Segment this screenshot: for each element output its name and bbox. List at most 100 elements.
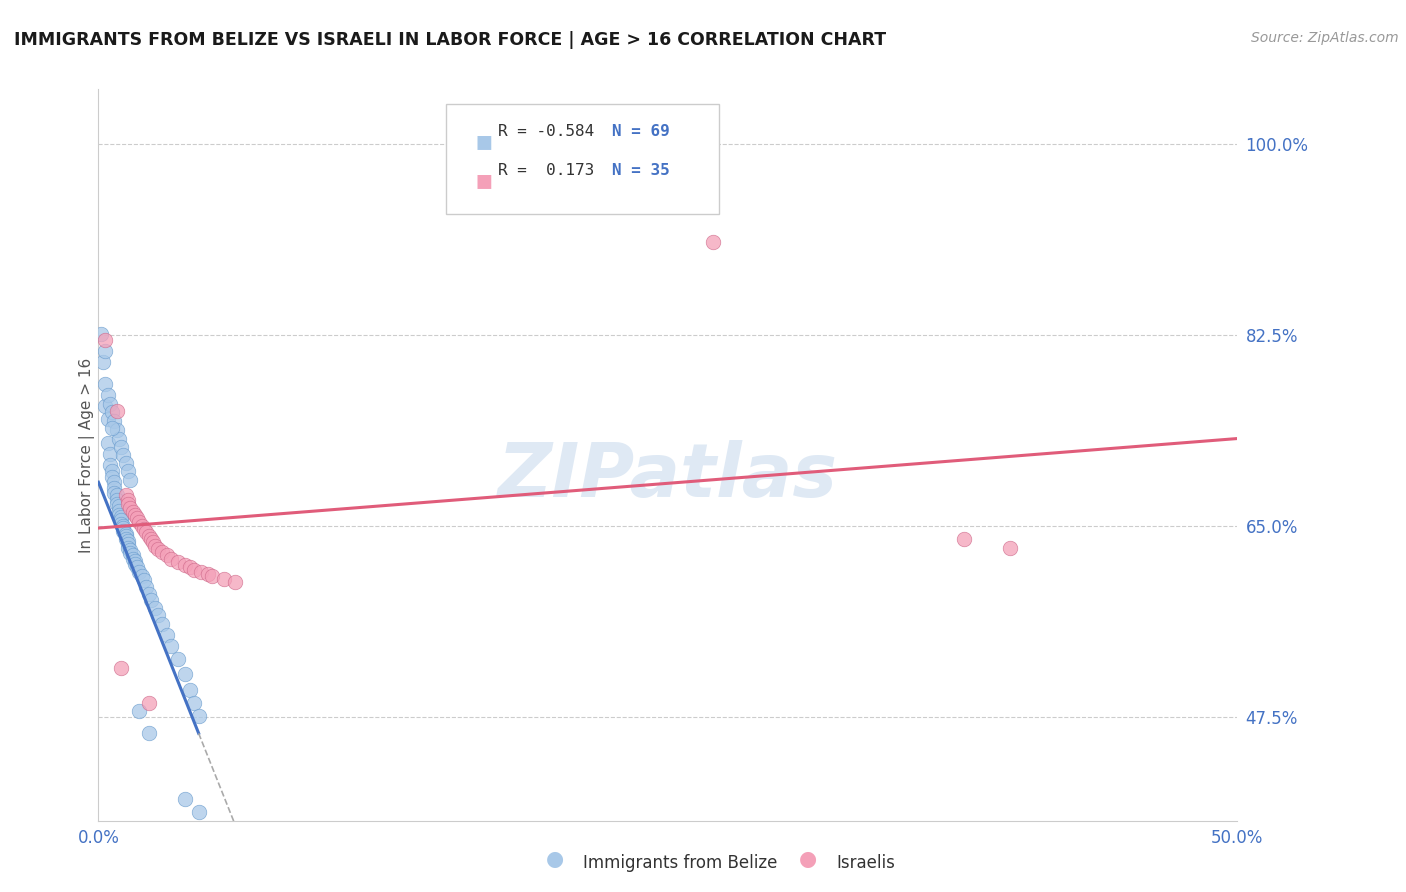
Point xyxy=(105,497,128,511)
Point xyxy=(128,515,150,529)
Point xyxy=(128,705,150,719)
Point xyxy=(98,458,121,472)
Point xyxy=(117,534,139,549)
Point xyxy=(96,388,118,402)
Point xyxy=(94,333,117,347)
Point xyxy=(702,235,724,249)
Point xyxy=(114,526,136,541)
Point xyxy=(156,549,179,563)
Point xyxy=(110,440,132,454)
Point xyxy=(110,510,132,524)
Text: R = -0.584: R = -0.584 xyxy=(498,124,595,139)
Point xyxy=(98,396,121,410)
Point xyxy=(110,516,132,531)
Point xyxy=(103,486,125,500)
Point xyxy=(94,399,117,413)
Text: R =  0.173: R = 0.173 xyxy=(498,163,595,178)
Point xyxy=(156,628,179,642)
Point xyxy=(187,709,209,723)
Text: ●: ● xyxy=(800,849,817,869)
Y-axis label: In Labor Force | Age > 16: In Labor Force | Age > 16 xyxy=(79,358,96,552)
Point xyxy=(953,532,976,546)
Text: Israelis: Israelis xyxy=(837,855,896,872)
Point xyxy=(142,535,165,549)
Point xyxy=(120,546,142,560)
Point xyxy=(108,432,131,446)
Point xyxy=(128,565,150,579)
Point xyxy=(139,532,162,546)
Point xyxy=(114,456,136,470)
Point xyxy=(160,639,183,653)
Point xyxy=(114,532,136,546)
Point xyxy=(167,652,190,666)
Point xyxy=(146,541,169,556)
Point xyxy=(103,475,125,490)
Point xyxy=(94,344,117,359)
Point xyxy=(197,566,219,581)
Point xyxy=(120,501,142,516)
Point xyxy=(174,667,197,681)
Point xyxy=(132,522,155,536)
Point xyxy=(187,805,209,819)
Point xyxy=(90,326,112,341)
Point xyxy=(110,513,132,527)
Point xyxy=(117,497,139,511)
Point xyxy=(105,492,128,507)
Point xyxy=(150,617,173,632)
Text: N = 69: N = 69 xyxy=(612,124,669,139)
Point xyxy=(103,481,125,495)
Point xyxy=(117,537,139,551)
Point xyxy=(139,593,162,607)
Point xyxy=(114,488,136,502)
Point xyxy=(94,376,117,391)
Point xyxy=(121,549,143,563)
Text: ▪: ▪ xyxy=(474,128,494,155)
Point xyxy=(183,563,205,577)
Point xyxy=(179,682,201,697)
Point xyxy=(998,541,1021,555)
Point xyxy=(117,541,139,555)
FancyBboxPatch shape xyxy=(446,103,718,213)
Point xyxy=(146,608,169,623)
Point xyxy=(138,696,160,710)
Text: Immigrants from Belize: Immigrants from Belize xyxy=(583,855,778,872)
Point xyxy=(108,503,131,517)
Point xyxy=(145,600,167,615)
Point xyxy=(179,560,201,574)
Point xyxy=(96,436,118,450)
Point xyxy=(138,726,160,740)
Text: ZIPatlas: ZIPatlas xyxy=(498,441,838,514)
Point xyxy=(105,423,128,437)
Point xyxy=(224,574,246,589)
Point xyxy=(112,524,135,539)
Point xyxy=(127,511,149,525)
Point xyxy=(117,492,139,507)
Point xyxy=(124,554,146,568)
Point xyxy=(138,586,160,600)
Text: N = 35: N = 35 xyxy=(612,163,669,178)
Point xyxy=(114,529,136,543)
Point xyxy=(120,542,142,557)
Point xyxy=(160,551,183,566)
Point xyxy=(135,525,157,540)
Point xyxy=(150,545,173,559)
Point xyxy=(190,565,212,579)
Point xyxy=(131,519,153,533)
Point xyxy=(135,580,157,594)
Point xyxy=(124,557,146,571)
Point xyxy=(131,569,153,583)
Point xyxy=(110,661,132,675)
Point xyxy=(117,464,139,478)
Point xyxy=(101,405,124,419)
Point xyxy=(183,696,205,710)
Point xyxy=(201,569,224,583)
Point xyxy=(174,558,197,573)
Text: ▪: ▪ xyxy=(474,166,494,194)
Point xyxy=(108,508,131,522)
Point xyxy=(212,573,235,587)
Point xyxy=(98,447,121,461)
Point xyxy=(127,560,149,574)
Text: IMMIGRANTS FROM BELIZE VS ISRAELI IN LABOR FORCE | AGE > 16 CORRELATION CHART: IMMIGRANTS FROM BELIZE VS ISRAELI IN LAB… xyxy=(14,31,886,49)
Point xyxy=(120,473,142,487)
Point xyxy=(108,500,131,514)
